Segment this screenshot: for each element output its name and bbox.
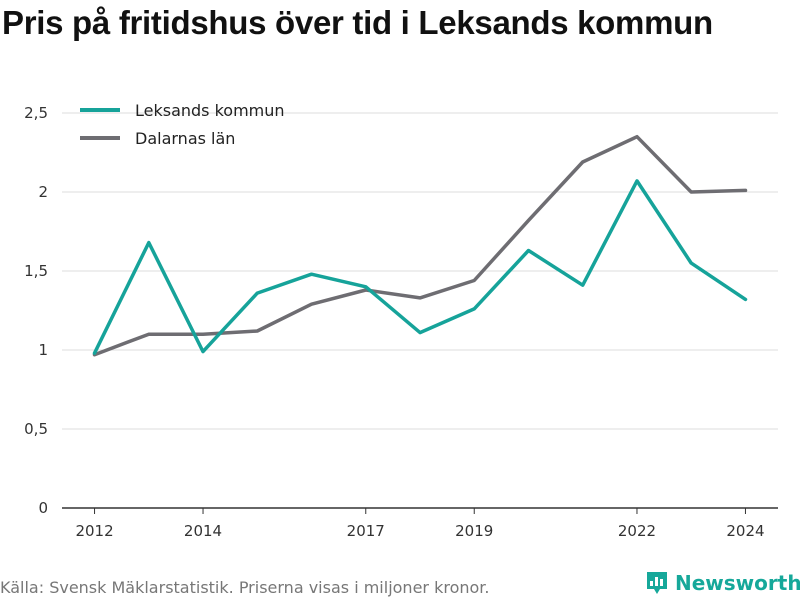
- x-tick-label: 2024: [726, 522, 764, 540]
- legend-label: Leksands kommun: [135, 101, 285, 120]
- series-line-dalarna: [92, 134, 748, 357]
- y-tick-label: 1: [38, 341, 48, 359]
- x-tick-label: 2022: [618, 522, 656, 540]
- series-lines: [92, 134, 748, 357]
- y-tick-label: 2: [38, 183, 48, 201]
- legend: Leksands kommun Dalarnas län: [80, 101, 285, 148]
- x-tick-label: 2012: [75, 522, 113, 540]
- source-note: Källa: Svensk Mäklarstatistik. Priserna …: [0, 578, 490, 597]
- y-tick-label: 1,5: [24, 262, 48, 280]
- x-tick-label: 2019: [455, 522, 493, 540]
- y-tick-label: 2,5: [24, 104, 48, 122]
- gridlines: [62, 112, 778, 430]
- axes: 0 0,5 1 1,5 2 2,5 2012 2014 2017 2019 2022 2024: [24, 104, 778, 540]
- newsworthy-brand[interactable]: Newsworthy: [645, 570, 800, 596]
- x-tick-label: 2014: [184, 522, 222, 540]
- brand-name: Newsworthy: [675, 571, 800, 595]
- bar-chart-logo-icon: [647, 572, 667, 594]
- series-line-leksand: [92, 179, 748, 355]
- chart-title: Pris på fritidshus över tid i Leksands k…: [2, 4, 713, 41]
- legend-label: Dalarnas län: [135, 129, 235, 148]
- x-tick-label: 2017: [347, 522, 385, 540]
- y-tick-label: 0: [38, 499, 48, 517]
- y-tick-label: 0,5: [24, 420, 48, 438]
